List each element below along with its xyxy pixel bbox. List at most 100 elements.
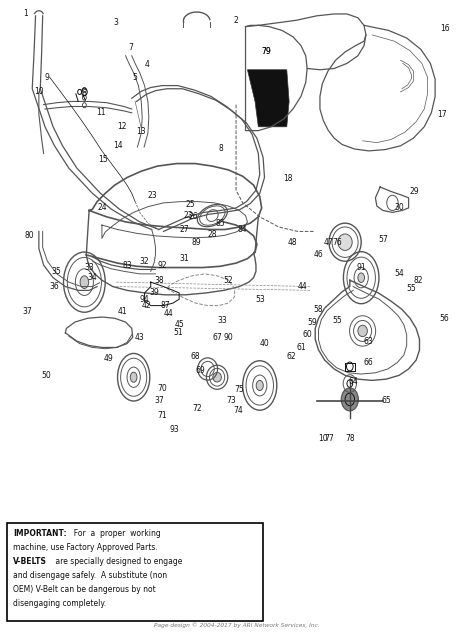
Text: For  a  proper  working: For a proper working bbox=[69, 529, 161, 538]
Text: 42: 42 bbox=[141, 301, 151, 310]
Text: 6: 6 bbox=[82, 89, 87, 98]
Text: disengaging completely.: disengaging completely. bbox=[13, 599, 106, 608]
Text: 67: 67 bbox=[212, 333, 222, 342]
Text: 90: 90 bbox=[224, 333, 233, 342]
Bar bbox=[7, 523, 263, 621]
Text: 83: 83 bbox=[122, 261, 132, 269]
Text: 11: 11 bbox=[96, 108, 105, 117]
Text: 53: 53 bbox=[255, 295, 264, 304]
Text: 91: 91 bbox=[356, 263, 366, 272]
Text: 25: 25 bbox=[186, 200, 195, 209]
Text: 5: 5 bbox=[133, 74, 137, 82]
Text: 64: 64 bbox=[348, 377, 358, 386]
Text: 30: 30 bbox=[394, 204, 404, 212]
Text: 12: 12 bbox=[118, 122, 127, 131]
Text: 48: 48 bbox=[288, 238, 298, 247]
Text: 13: 13 bbox=[137, 127, 146, 136]
Text: 4: 4 bbox=[145, 60, 149, 69]
Text: 41: 41 bbox=[118, 307, 127, 316]
Text: 87: 87 bbox=[160, 301, 170, 310]
Text: 82: 82 bbox=[413, 276, 423, 285]
Text: 72: 72 bbox=[192, 404, 201, 413]
Text: 55: 55 bbox=[333, 316, 342, 325]
Text: 74: 74 bbox=[233, 406, 243, 415]
Text: 27: 27 bbox=[179, 225, 189, 234]
Ellipse shape bbox=[80, 276, 89, 288]
Ellipse shape bbox=[338, 234, 352, 250]
Text: are specially designed to engage: are specially designed to engage bbox=[53, 557, 182, 566]
Text: 61: 61 bbox=[296, 343, 306, 352]
Text: 43: 43 bbox=[135, 333, 145, 342]
Text: 18: 18 bbox=[283, 174, 293, 183]
Ellipse shape bbox=[358, 273, 365, 282]
Text: 44: 44 bbox=[164, 309, 173, 318]
Text: 36: 36 bbox=[50, 282, 59, 291]
Text: 37: 37 bbox=[154, 396, 164, 405]
Text: 71: 71 bbox=[157, 411, 167, 420]
Text: 40: 40 bbox=[260, 339, 269, 348]
Text: 70: 70 bbox=[157, 384, 167, 392]
Text: 69: 69 bbox=[195, 366, 205, 375]
Text: 73: 73 bbox=[227, 396, 236, 405]
Text: 45: 45 bbox=[174, 320, 184, 329]
Text: 15: 15 bbox=[99, 155, 108, 164]
Text: 2: 2 bbox=[234, 16, 238, 25]
Text: 62: 62 bbox=[287, 352, 296, 361]
Text: 57: 57 bbox=[378, 235, 388, 244]
Text: 29: 29 bbox=[410, 187, 419, 196]
Text: 75: 75 bbox=[235, 385, 244, 394]
Text: 79: 79 bbox=[262, 48, 271, 56]
Text: 84: 84 bbox=[238, 225, 247, 234]
Text: 78: 78 bbox=[345, 434, 355, 443]
Polygon shape bbox=[247, 70, 289, 127]
Text: 47: 47 bbox=[323, 238, 333, 247]
Text: 51: 51 bbox=[173, 328, 182, 337]
Text: 89: 89 bbox=[192, 238, 201, 247]
Text: 92: 92 bbox=[157, 261, 167, 269]
Text: Page design © 2004-2017 by ARI Network Services, Inc.: Page design © 2004-2017 by ARI Network S… bbox=[154, 622, 320, 628]
Text: 14: 14 bbox=[113, 141, 122, 150]
Text: 16: 16 bbox=[440, 24, 449, 33]
Text: 31: 31 bbox=[179, 254, 189, 263]
Text: 33: 33 bbox=[217, 316, 227, 325]
Text: 32: 32 bbox=[140, 257, 149, 266]
Text: IMPORTANT:: IMPORTANT: bbox=[13, 529, 66, 538]
Text: 80: 80 bbox=[25, 231, 34, 240]
Ellipse shape bbox=[358, 325, 367, 337]
Circle shape bbox=[341, 388, 358, 411]
Text: 28: 28 bbox=[208, 230, 217, 239]
Text: 37: 37 bbox=[23, 307, 32, 316]
Text: OEM) V-Belt can be dangerous by not: OEM) V-Belt can be dangerous by not bbox=[13, 585, 155, 594]
Text: 77: 77 bbox=[325, 434, 334, 443]
Text: 58: 58 bbox=[314, 305, 323, 314]
Text: and disengage safely.  A substitute (non: and disengage safely. A substitute (non bbox=[13, 571, 167, 580]
Text: 10: 10 bbox=[319, 434, 328, 443]
Text: 8: 8 bbox=[218, 145, 223, 153]
Ellipse shape bbox=[256, 380, 264, 391]
Text: 44: 44 bbox=[298, 282, 307, 291]
Text: 59: 59 bbox=[307, 318, 317, 327]
Text: 56: 56 bbox=[440, 314, 449, 323]
Text: 50: 50 bbox=[42, 371, 51, 380]
Text: 60: 60 bbox=[302, 330, 312, 339]
Text: 26: 26 bbox=[189, 212, 198, 221]
Text: V-BELTS: V-BELTS bbox=[13, 557, 46, 566]
Text: 55: 55 bbox=[407, 284, 416, 293]
Text: 54: 54 bbox=[394, 269, 404, 278]
Ellipse shape bbox=[213, 372, 221, 382]
Text: 34: 34 bbox=[88, 273, 97, 282]
Text: 35: 35 bbox=[51, 267, 61, 276]
Text: 7: 7 bbox=[128, 43, 133, 52]
Text: 63: 63 bbox=[364, 337, 374, 346]
Text: 66: 66 bbox=[364, 358, 374, 367]
Text: 10: 10 bbox=[34, 87, 44, 96]
Text: 23: 23 bbox=[184, 211, 193, 220]
Text: 79: 79 bbox=[262, 48, 271, 56]
Text: 94: 94 bbox=[140, 295, 149, 304]
Text: 17: 17 bbox=[437, 110, 447, 119]
Text: 93: 93 bbox=[170, 425, 179, 434]
Text: 49: 49 bbox=[103, 354, 113, 363]
Text: 38: 38 bbox=[154, 276, 164, 285]
Text: 76: 76 bbox=[333, 238, 342, 247]
Text: 1: 1 bbox=[24, 10, 28, 18]
